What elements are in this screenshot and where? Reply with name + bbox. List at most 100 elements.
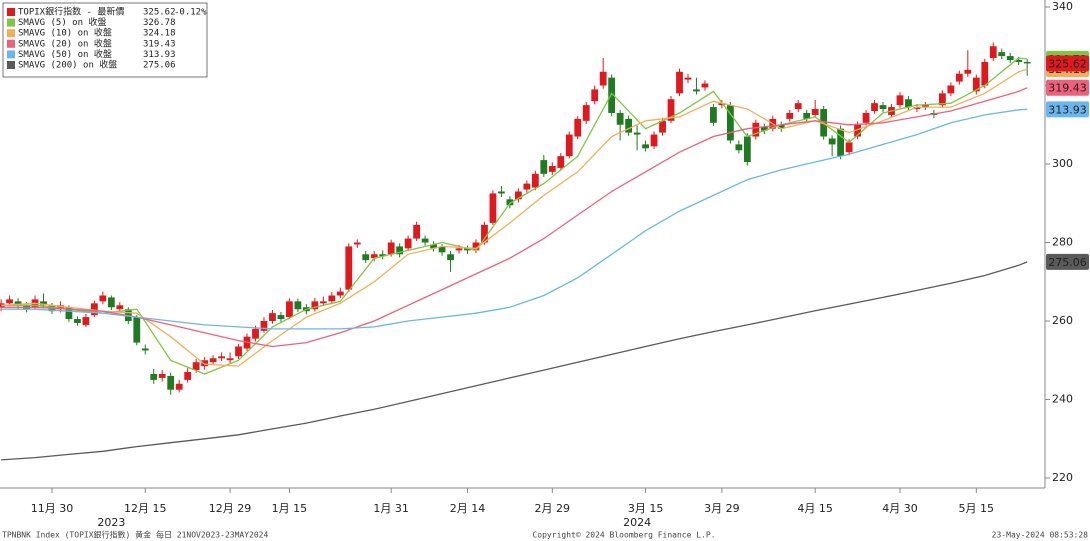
candle-body (565, 134, 573, 157)
legend-value: 275.06 (143, 61, 176, 71)
candle-body (455, 248, 463, 251)
candle-body (599, 71, 607, 86)
candle-body (472, 242, 480, 251)
candle-body (498, 191, 505, 194)
candle-body (972, 77, 980, 92)
legend-label: SMAVG (5) on 收盤 (18, 16, 106, 28)
candle-body (438, 246, 446, 253)
candle-body (370, 254, 378, 259)
x-tick-label: 5月 15 (959, 502, 995, 515)
candle-body (582, 105, 590, 121)
x-tick-label: 4月 15 (797, 502, 833, 515)
candle-body (65, 307, 73, 320)
candle-body (209, 358, 217, 363)
candle-body (625, 118, 633, 133)
candle-body (1015, 59, 1023, 62)
candle-body (905, 99, 912, 108)
legend-swatch (7, 50, 15, 59)
x-tick-label: 12月 29 (209, 502, 252, 515)
candle-body (286, 301, 293, 318)
plot-area (0, 42, 1031, 461)
candle-body (938, 93, 946, 106)
y-tick-label: 240 (1052, 393, 1073, 406)
candle-body (167, 375, 175, 390)
value-tag (1046, 79, 1089, 96)
candle-body (523, 183, 531, 190)
candle-body (591, 89, 599, 102)
candle-body (269, 313, 276, 321)
candle-body (413, 224, 421, 239)
x-tick-label: 2月 29 (535, 502, 571, 515)
candle-body (608, 77, 616, 113)
candle-body (6, 299, 13, 304)
candle-body (837, 128, 845, 157)
legend-label: TOPIX銀行指数 - 最新價 (18, 6, 124, 18)
x-tick-label: 4月 30 (882, 502, 918, 515)
candle-body (345, 246, 353, 290)
year-label: 2023 (97, 516, 125, 529)
candle-body (235, 346, 242, 357)
candle-body (379, 254, 387, 257)
legend-label: SMAVG (20) on 收盤 (18, 37, 112, 49)
candle-body (845, 142, 853, 153)
y-tick-label: 260 (1052, 314, 1073, 327)
candle-body (667, 99, 675, 121)
candle-body (141, 348, 149, 351)
legend-label: SMAVG (200) on 收盤 (18, 59, 117, 71)
value-tag-label: 325.62 (1048, 57, 1087, 70)
candle-body (404, 238, 412, 249)
candle-body (319, 301, 327, 304)
candle-body (277, 315, 285, 320)
legend-swatch (7, 61, 15, 69)
candle-body (175, 383, 183, 390)
candle-body (133, 317, 141, 343)
candle-body (40, 301, 47, 306)
legend: TOPIX銀行指数 - 最新價 325.62-0.12% SMAVG (5) on … (2, 2, 208, 78)
candle-body (989, 46, 997, 59)
candle-body (481, 224, 488, 243)
candle-body (531, 173, 539, 188)
candle-body (777, 124, 785, 129)
footer-left: TPNBNK Index (TOPIX銀行指數) 黄金 每日 21NOV2023… (2, 530, 268, 540)
candle-body (701, 83, 709, 88)
candle-body (896, 95, 904, 106)
candle-body (1023, 61, 1031, 64)
legend-label: SMAVG (50) on 收盤 (18, 48, 112, 60)
candle-body (710, 107, 717, 123)
candle-body (659, 120, 666, 133)
candle-body (540, 160, 548, 174)
candle-body (14, 301, 22, 306)
candle-body (871, 103, 878, 112)
candle-body (421, 238, 429, 243)
legend-value: 325.62 (143, 8, 176, 18)
candle-body (862, 112, 870, 123)
candle-body (99, 295, 107, 302)
candle-body (752, 122, 760, 137)
footer-right: 23-May-2024 08:53:28 (992, 531, 1089, 540)
legend-label: SMAVG (10) on 收盤 (18, 27, 112, 39)
value-tag-label: 313.93 (1048, 103, 1087, 116)
x-tick-label: 3月 15 (628, 502, 664, 515)
candle-body (82, 317, 90, 325)
candle-body (57, 305, 64, 310)
candle-body (294, 301, 302, 310)
candle-body (447, 254, 454, 261)
candle-body (693, 89, 700, 92)
x-tick-label: 12月 15 (124, 502, 167, 515)
candle-body (642, 144, 649, 149)
candle-body (387, 242, 395, 255)
candle-body (116, 305, 124, 310)
candle-body (786, 112, 794, 119)
candle-body (879, 105, 887, 110)
legend-value: 313.93 (143, 50, 176, 60)
candle-body (150, 373, 158, 380)
x-tick-label: 2月 14 (450, 502, 486, 515)
candle-body (557, 156, 565, 168)
candle-body (158, 373, 166, 378)
candle-body (964, 69, 972, 74)
candle-body (353, 242, 361, 245)
candle-body (218, 356, 225, 359)
